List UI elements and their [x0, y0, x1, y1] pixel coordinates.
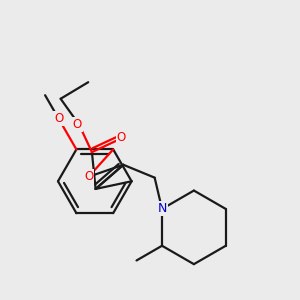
Text: O: O [54, 112, 63, 125]
Text: O: O [117, 131, 126, 144]
Text: N: N [157, 202, 167, 215]
Text: O: O [84, 170, 93, 183]
Text: O: O [73, 118, 82, 131]
